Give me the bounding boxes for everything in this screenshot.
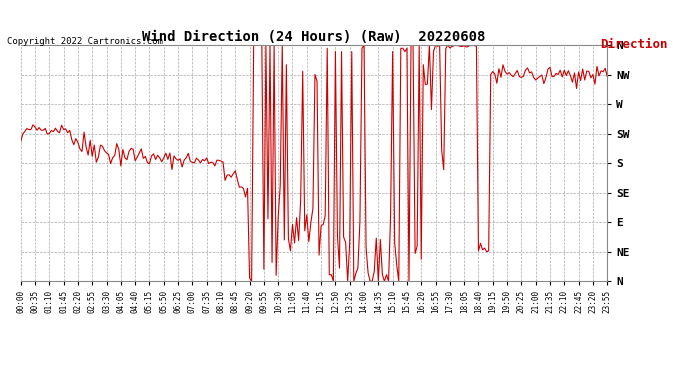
Text: Direction: Direction — [600, 38, 668, 51]
Text: Copyright 2022 Cartronics.com: Copyright 2022 Cartronics.com — [7, 38, 163, 46]
Title: Wind Direction (24 Hours) (Raw)  20220608: Wind Direction (24 Hours) (Raw) 20220608 — [142, 30, 486, 44]
